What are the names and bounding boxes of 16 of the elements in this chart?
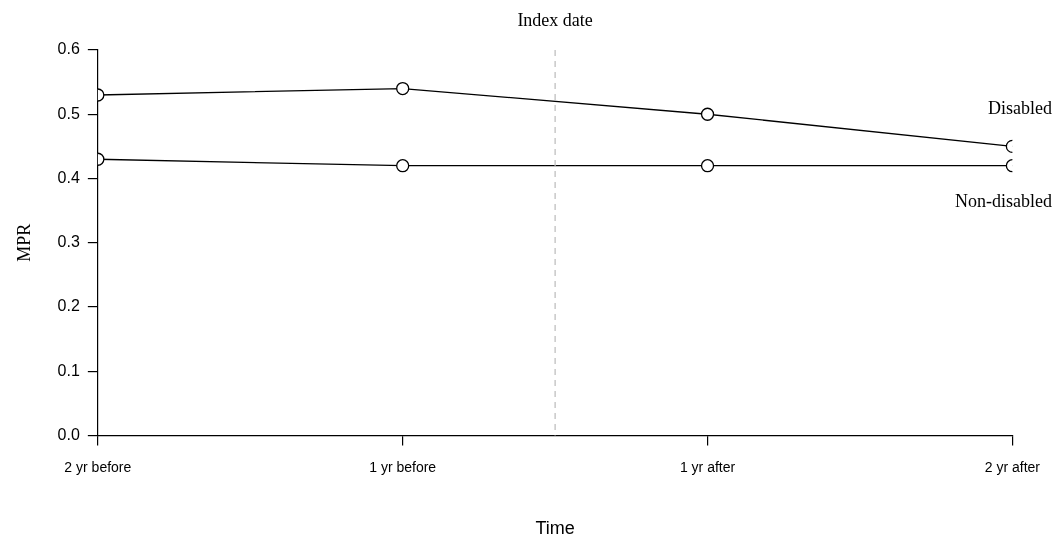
y-tick-label: 0.2: [57, 297, 80, 315]
y-tick-label: 0.4: [57, 168, 80, 186]
x-tick-label: 1 yr before: [369, 458, 437, 475]
y-tick-label: 0.6: [57, 40, 80, 58]
y-tick-label: 0.3: [57, 233, 80, 251]
y-tick-label: 0.0: [57, 426, 80, 444]
x-tick-label: 1 yr after: [679, 458, 736, 475]
x-axis-title: Time: [535, 518, 575, 539]
text: Index date: [517, 9, 593, 30]
y-axis-title: MPR: [13, 223, 34, 262]
y-tick-label: 0.5: [57, 104, 80, 122]
x-tick-label: 2 yr before: [64, 458, 132, 475]
x-tick-label: 2 yr after: [984, 458, 1041, 475]
y-tick-label: 0.1: [57, 361, 80, 379]
series-label: Non-disabled: [955, 191, 1052, 212]
series-label: Disabled: [988, 98, 1052, 119]
